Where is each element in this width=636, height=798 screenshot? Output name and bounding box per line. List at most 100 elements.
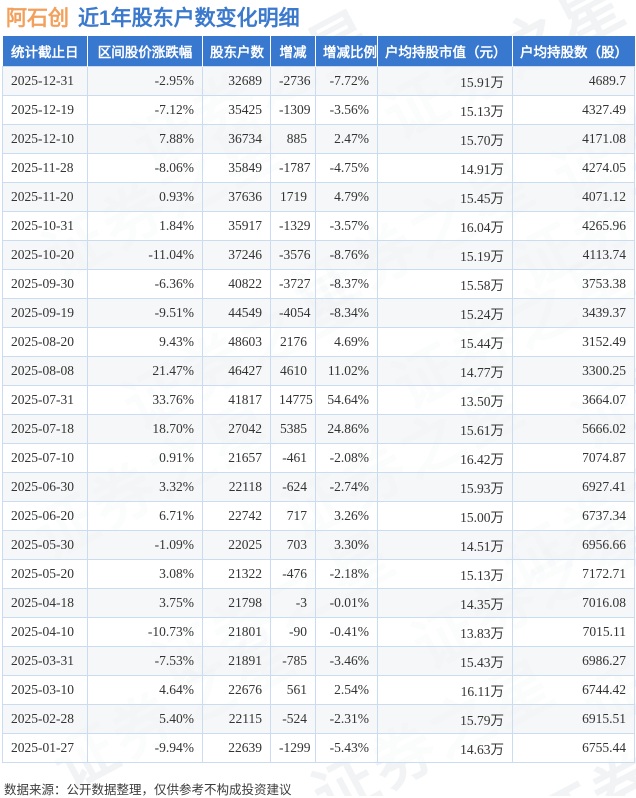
cell-change-pct: 1.84% — [87, 211, 203, 241]
cell-delta-pct: -0.41% — [315, 617, 378, 647]
cell-avg-shares: 3300.25 — [512, 356, 635, 386]
cell-delta-pct: 4.79% — [315, 182, 378, 212]
cell-change-pct: -7.12% — [87, 95, 203, 125]
table-row[interactable]: 2025-06-20 6.71% 22742 717 3.26% 15.00万 6737.3… — [2, 501, 635, 531]
cell-avg-value: 15.79万 — [377, 704, 513, 734]
cell-delta-pct: -2.08% — [315, 443, 378, 473]
cell-holders: 35917 — [202, 211, 271, 241]
cell-delta-pct: -2.31% — [315, 704, 378, 734]
table-row[interactable]: 2025-08-20 9.43% 48603 2176 4.69% 15.44万 3152.… — [2, 327, 635, 357]
cell-avg-value: 16.11万 — [377, 675, 513, 705]
table-row[interactable]: 2025-07-18 18.70% 27042 5385 24.86% 15.61万 566… — [2, 414, 635, 444]
table-row[interactable]: 2025-10-31 1.84% 35917 -1329 -3.57% 16.04万 426… — [2, 211, 635, 241]
cell-delta: -476 — [270, 559, 316, 589]
cell-date: 2025-02-28 — [2, 704, 88, 734]
cell-delta-pct: 11.02% — [315, 356, 378, 386]
table-row[interactable]: 2025-04-18 3.75% 21798 -3 -0.01% 14.35万 7016.0… — [2, 588, 635, 618]
cell-avg-value: 13.83万 — [377, 617, 513, 647]
cell-change-pct: -10.73% — [87, 617, 203, 647]
cell-change-pct: -9.51% — [87, 298, 203, 328]
cell-date: 2025-07-18 — [2, 414, 88, 444]
table-row[interactable]: 2025-01-27 -9.94% 22639 -1299 -5.43% 14.63万 67… — [2, 733, 635, 763]
page-title-bar: 阿石创 近1年股东户数变化明细 — [0, 0, 636, 36]
table-row[interactable]: 2025-12-19 -7.12% 35425 -1309 -3.56% 15.13万 43… — [2, 95, 635, 125]
column-header-1[interactable]: 区间股价涨跌幅 — [87, 36, 203, 66]
cell-date: 2025-08-20 — [2, 327, 88, 357]
table-row[interactable]: 2025-02-28 5.40% 22115 -524 -2.31% 15.79万 6915… — [2, 704, 635, 734]
cell-avg-value: 15.24万 — [377, 298, 513, 328]
cell-delta-pct: 2.54% — [315, 675, 378, 705]
cell-change-pct: 6.71% — [87, 501, 203, 531]
cell-holders: 22742 — [202, 501, 271, 531]
table-row[interactable]: 2025-08-08 21.47% 46427 4610 11.02% 14.77万 330… — [2, 356, 635, 386]
table-row[interactable]: 2025-10-20 -11.04% 37246 -3576 -8.76% 15.19万 4… — [2, 240, 635, 270]
table-row[interactable]: 2025-07-10 0.91% 21657 -461 -2.08% 16.42万 7074… — [2, 443, 635, 473]
table-row[interactable]: 2025-05-30 -1.09% 22025 703 3.30% 14.51万 6956.… — [2, 530, 635, 560]
cell-delta-pct: 3.30% — [315, 530, 378, 560]
table-row[interactable]: 2025-09-19 -9.51% 44549 -4054 -8.34% 15.24万 34… — [2, 298, 635, 328]
cell-avg-shares: 7016.08 — [512, 588, 635, 618]
cell-delta: -785 — [270, 646, 316, 676]
cell-delta: 5385 — [270, 414, 316, 444]
column-header-0[interactable]: 统计截止日 — [2, 36, 88, 66]
table-row[interactable]: 2025-05-20 3.08% 21322 -476 -2.18% 15.13万 7172… — [2, 559, 635, 589]
table-row[interactable]: 2025-03-10 4.64% 22676 561 2.54% 16.11万 6744.4… — [2, 675, 635, 705]
table-row[interactable]: 2025-07-31 33.76% 41817 14775 54.64% 13.50万 36… — [2, 385, 635, 415]
cell-delta-pct: -3.57% — [315, 211, 378, 241]
cell-avg-value: 15.13万 — [377, 559, 513, 589]
cell-change-pct: -6.36% — [87, 269, 203, 299]
cell-avg-value: 14.63万 — [377, 733, 513, 763]
cell-date: 2025-03-10 — [2, 675, 88, 705]
cell-avg-shares: 7172.71 — [512, 559, 635, 589]
cell-delta: 561 — [270, 675, 316, 705]
table-row[interactable]: 2025-09-30 -6.36% 40822 -3727 -8.37% 15.58万 37… — [2, 269, 635, 299]
cell-avg-shares: 6915.51 — [512, 704, 635, 734]
cell-holders: 22115 — [202, 704, 271, 734]
cell-delta: -1309 — [270, 95, 316, 125]
cell-avg-shares: 4071.12 — [512, 182, 635, 212]
cell-avg-shares: 4274.05 — [512, 153, 635, 183]
cell-holders: 21798 — [202, 588, 271, 618]
cell-holders: 48603 — [202, 327, 271, 357]
column-header-3[interactable]: 增减 — [270, 36, 316, 66]
table-row[interactable]: 2025-04-10 -10.73% 21801 -90 -0.41% 13.83万 701… — [2, 617, 635, 647]
cell-change-pct: 4.64% — [87, 675, 203, 705]
cell-holders: 46427 — [202, 356, 271, 386]
cell-delta: 14775 — [270, 385, 316, 415]
cell-change-pct: 3.32% — [87, 472, 203, 502]
cell-avg-value: 15.93万 — [377, 472, 513, 502]
column-header-5[interactable]: 户均持股市值（元） — [377, 36, 513, 66]
cell-avg-value: 15.43万 — [377, 646, 513, 676]
cell-holders: 37246 — [202, 240, 271, 270]
table-row[interactable]: 2025-06-30 3.32% 22118 -624 -2.74% 15.93万 6927… — [2, 472, 635, 502]
cell-holders: 37636 — [202, 182, 271, 212]
table-row[interactable]: 2025-03-31 -7.53% 21891 -785 -3.46% 15.43万 698… — [2, 646, 635, 676]
cell-holders: 21891 — [202, 646, 271, 676]
cell-delta-pct: 2.47% — [315, 124, 378, 154]
cell-avg-value: 14.35万 — [377, 588, 513, 618]
cell-avg-value: 15.00万 — [377, 501, 513, 531]
cell-change-pct: -7.53% — [87, 646, 203, 676]
column-header-6[interactable]: 户均持股数（股） — [512, 36, 635, 66]
cell-avg-shares: 7015.11 — [512, 617, 635, 647]
cell-delta: -1329 — [270, 211, 316, 241]
cell-holders: 22118 — [202, 472, 271, 502]
table-row[interactable]: 2025-11-28 -8.06% 35849 -1787 -4.75% 14.91万 42… — [2, 153, 635, 183]
cell-delta-pct: -2.74% — [315, 472, 378, 502]
column-header-2[interactable]: 股东户数 — [202, 36, 271, 66]
table-row[interactable]: 2025-12-10 7.88% 36734 885 2.47% 15.70万 4171.0… — [2, 124, 635, 154]
cell-change-pct: -2.95% — [87, 65, 203, 96]
column-header-4[interactable]: 增减比例 — [315, 36, 378, 66]
table-row[interactable]: 2025-11-20 0.93% 37636 1719 4.79% 15.45万 4071.… — [2, 182, 635, 212]
cell-change-pct: 18.70% — [87, 414, 203, 444]
cell-change-pct: 0.91% — [87, 443, 203, 473]
cell-avg-shares: 3664.07 — [512, 385, 635, 415]
cell-holders: 35425 — [202, 95, 271, 125]
cell-avg-shares: 6956.66 — [512, 530, 635, 560]
cell-avg-shares: 4265.96 — [512, 211, 635, 241]
cell-date: 2025-09-19 — [2, 298, 88, 328]
cell-avg-value: 15.58万 — [377, 269, 513, 299]
cell-delta-pct: -7.72% — [315, 65, 378, 96]
cell-delta: -4054 — [270, 298, 316, 328]
table-row[interactable]: 2025-12-31 -2.95% 32689 -2736 -7.72% 15.91万 46… — [2, 65, 635, 96]
